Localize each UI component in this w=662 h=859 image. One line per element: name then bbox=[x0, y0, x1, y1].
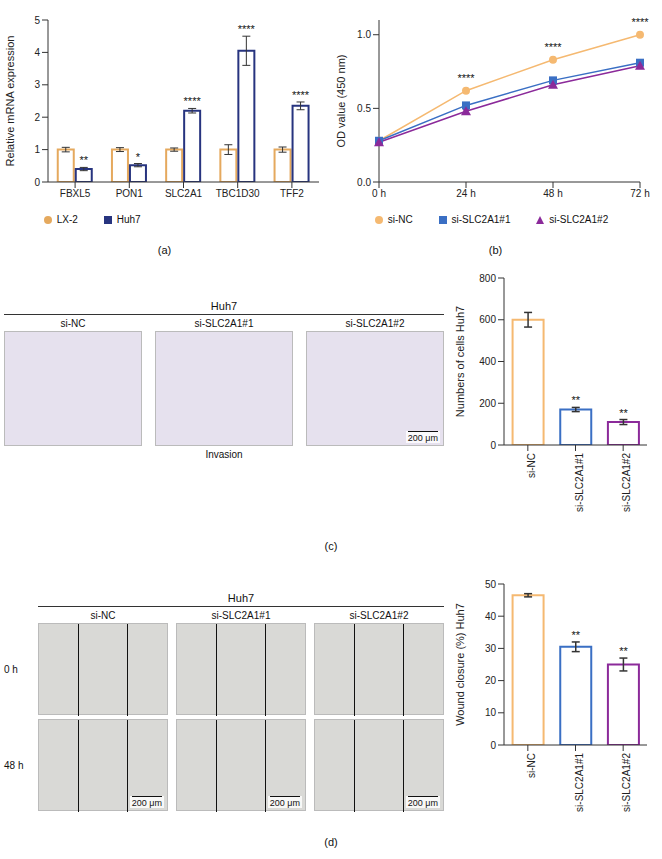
svg-text:si-SLC2A1#1: si-SLC2A1#1 bbox=[574, 753, 585, 812]
svg-text:Wound closure (%) Huh7: Wound closure (%) Huh7 bbox=[454, 603, 466, 726]
html-text:si-NC: si-NC bbox=[60, 318, 86, 329]
html-text:Huh7: Huh7 bbox=[210, 300, 238, 312]
svg-text:72 h: 72 h bbox=[630, 188, 649, 199]
svg-text:Relative mRNA expression: Relative mRNA expression bbox=[4, 36, 16, 167]
svg-text:5: 5 bbox=[34, 15, 40, 26]
html-text:si-NC: si-NC bbox=[90, 610, 116, 621]
html-text:Huh7: Huh7 bbox=[227, 592, 255, 604]
svg-text:**: ** bbox=[619, 645, 628, 657]
html-text:si-SLC2A1#1: si-SLC2A1#1 bbox=[194, 318, 254, 329]
svg-text:****: **** bbox=[184, 95, 202, 107]
svg-text:****: **** bbox=[544, 41, 562, 53]
svg-text:0.5: 0.5 bbox=[357, 103, 371, 114]
svg-text:10: 10 bbox=[485, 707, 497, 718]
svg-text:600: 600 bbox=[479, 314, 496, 325]
svg-text:400: 400 bbox=[479, 356, 496, 367]
svg-text:20: 20 bbox=[485, 675, 497, 686]
svg-text:1.0: 1.0 bbox=[357, 29, 371, 40]
html-text:200 μm: 200 μm bbox=[407, 798, 438, 808]
svg-text:4: 4 bbox=[34, 47, 40, 58]
svg-text:si-NC: si-NC bbox=[526, 453, 537, 478]
svg-text:0 h: 0 h bbox=[372, 188, 386, 199]
svg-text:****: **** bbox=[238, 23, 256, 35]
svg-text:si-SLC2A1#2: si-SLC2A1#2 bbox=[621, 753, 632, 812]
html-text:0 h: 0 h bbox=[4, 663, 18, 675]
svg-text:1: 1 bbox=[34, 144, 40, 155]
svg-text:SLC2A1: SLC2A1 bbox=[165, 188, 203, 199]
html-text:200 μm: 200 μm bbox=[131, 798, 162, 808]
svg-text:****: **** bbox=[631, 16, 649, 28]
svg-text:*: * bbox=[136, 151, 141, 163]
html-text:Invasion: Invasion bbox=[205, 449, 243, 460]
html-text:LX-2: LX-2 bbox=[56, 214, 78, 225]
svg-text:****: **** bbox=[292, 89, 310, 101]
svg-text:Numbers of cells Huh7: Numbers of cells Huh7 bbox=[454, 306, 466, 417]
svg-text:2: 2 bbox=[34, 112, 40, 123]
svg-text:**: ** bbox=[79, 154, 88, 166]
html-text:si-NC: si-NC bbox=[387, 214, 413, 225]
svg-text:si-NC: si-NC bbox=[526, 753, 537, 778]
svg-text:48 h: 48 h bbox=[543, 188, 562, 199]
svg-text:TBC1D30: TBC1D30 bbox=[216, 188, 260, 199]
html-text:si-SLC2A1#1: si-SLC2A1#1 bbox=[211, 610, 271, 621]
html-text:si-SLC2A1#1: si-SLC2A1#1 bbox=[451, 214, 511, 225]
svg-text:40: 40 bbox=[485, 611, 497, 622]
svg-text:24 h: 24 h bbox=[456, 188, 475, 199]
svg-text:0.0: 0.0 bbox=[357, 177, 371, 188]
svg-text:3: 3 bbox=[34, 79, 40, 90]
html-text:si-SLC2A1#2: si-SLC2A1#2 bbox=[349, 610, 409, 621]
html-text:(c): (c) bbox=[324, 540, 338, 552]
html-text:si-SLC2A1#2: si-SLC2A1#2 bbox=[549, 214, 609, 225]
svg-text:si-SLC2A1#2: si-SLC2A1#2 bbox=[621, 453, 632, 512]
html-text:(a): (a) bbox=[157, 244, 172, 256]
html-text:200 μm: 200 μm bbox=[407, 433, 438, 443]
html-text:(b): (b) bbox=[488, 244, 503, 256]
svg-text:0: 0 bbox=[490, 740, 496, 751]
html-text:48 h: 48 h bbox=[4, 759, 24, 771]
svg-text:TFF2: TFF2 bbox=[280, 188, 304, 199]
html-text:Huh7: Huh7 bbox=[116, 214, 141, 225]
svg-text:OD value (450 nm): OD value (450 nm) bbox=[335, 55, 347, 148]
svg-text:200: 200 bbox=[479, 398, 496, 409]
html-text:si-SLC2A1#2: si-SLC2A1#2 bbox=[345, 318, 405, 329]
svg-text:30: 30 bbox=[485, 643, 497, 654]
svg-text:50: 50 bbox=[485, 579, 497, 590]
svg-text:si-SLC2A1#1: si-SLC2A1#1 bbox=[574, 453, 585, 512]
html-text:(d): (d) bbox=[324, 836, 338, 848]
svg-text:PON1: PON1 bbox=[116, 188, 144, 199]
svg-text:0: 0 bbox=[34, 177, 40, 188]
svg-text:****: **** bbox=[457, 72, 475, 84]
svg-text:**: ** bbox=[571, 629, 580, 641]
svg-text:**: ** bbox=[619, 407, 628, 419]
svg-text:800: 800 bbox=[479, 273, 496, 284]
svg-text:**: ** bbox=[571, 394, 580, 406]
svg-text:0: 0 bbox=[490, 440, 496, 451]
html-text:200 μm: 200 μm bbox=[269, 798, 300, 808]
svg-text:FBXL5: FBXL5 bbox=[60, 188, 91, 199]
